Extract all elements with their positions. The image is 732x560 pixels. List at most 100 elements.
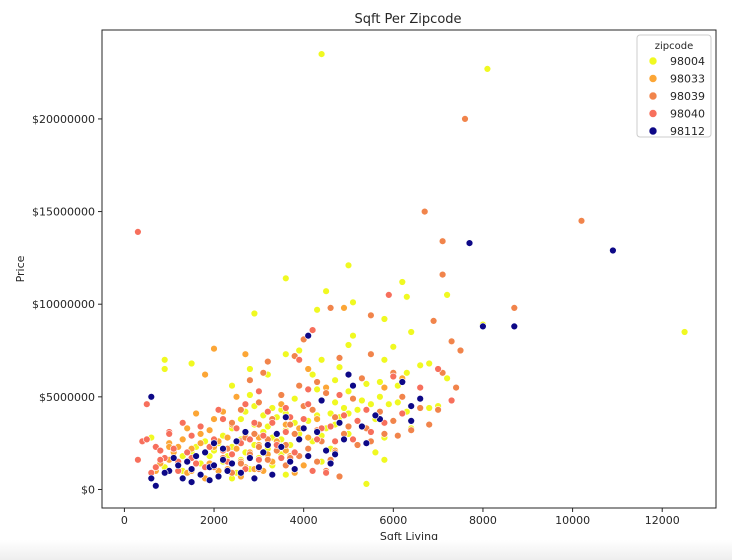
data-point-98004	[344, 341, 353, 349]
data-point-98039	[326, 304, 335, 312]
data-point-98004	[335, 363, 344, 371]
data-point-98112	[340, 435, 348, 444]
legend: zipcode 98004 98033 98039 98040 98112	[636, 34, 712, 138]
data-point-98112	[210, 439, 218, 447]
data-point-98112	[264, 441, 272, 449]
data-point-98004	[389, 343, 397, 351]
data-point-98033	[313, 415, 321, 423]
data-point-98040	[416, 383, 424, 392]
data-point-98039	[425, 420, 433, 429]
data-point-98040	[192, 459, 200, 468]
data-point-98040	[152, 463, 160, 471]
data-point-98040	[268, 419, 276, 427]
scatter-chart: Sqft Per Zipcode 0 2000 4000 6000 8000 10000 1…	[14, 12, 717, 540]
data-point-98004	[353, 406, 362, 414]
data-point-98112	[152, 482, 160, 490]
data-point-98112	[232, 437, 241, 445]
data-point-98040	[398, 409, 406, 418]
y-axis: $0 $5000000 $10000000 $15000000 $20000000	[32, 113, 102, 496]
data-point-98040	[282, 428, 290, 436]
data-point-98033	[300, 461, 308, 470]
legend-label-98039: 98039	[670, 90, 705, 103]
data-point-98040	[331, 437, 339, 445]
data-point-98040	[300, 415, 308, 423]
data-point-98112	[407, 417, 415, 425]
data-point-98040	[183, 448, 191, 457]
data-point-98112	[219, 445, 227, 453]
data-point-98004	[398, 278, 406, 286]
legend-marker-98033	[648, 74, 658, 83]
data-point-98033	[210, 345, 218, 353]
data-point-98112	[358, 422, 366, 431]
legend-label-98112: 98112	[670, 125, 705, 138]
data-point-98112	[510, 322, 518, 331]
data-point-98004	[483, 65, 492, 73]
data-point-98112	[147, 393, 156, 401]
data-point-98004	[313, 385, 321, 394]
data-point-98039	[461, 115, 469, 123]
data-point-98112	[147, 474, 156, 483]
data-point-98039	[237, 406, 245, 414]
data-point-98039	[291, 430, 299, 438]
data-point-98004	[344, 387, 353, 395]
data-point-98004	[313, 306, 321, 314]
data-point-98112	[398, 378, 406, 386]
data-point-98040	[362, 406, 371, 414]
data-point-98040	[349, 435, 357, 444]
y-tick-label: $0	[81, 483, 95, 496]
data-point-98033	[380, 383, 389, 392]
legend-marker-98039	[648, 91, 658, 101]
data-point-98039	[228, 419, 236, 427]
data-point-98112	[371, 411, 380, 420]
data-point-98040	[246, 435, 254, 444]
data-point-98004	[403, 369, 411, 377]
data-point-98040	[291, 448, 299, 457]
legend-entries: 98004 98033 98039 98040 98112	[648, 55, 705, 138]
data-point-98004	[443, 374, 451, 382]
data-point-98004	[371, 448, 380, 457]
data-point-98040	[295, 356, 303, 364]
data-point-98039	[277, 391, 285, 399]
data-point-98039	[335, 472, 344, 481]
data-point-98040	[143, 435, 151, 444]
legend-label-98004: 98004	[670, 55, 705, 68]
data-point-98033	[210, 415, 218, 423]
data-point-98040	[304, 385, 312, 394]
x-tick-label: 8000	[469, 514, 497, 527]
data-point-98004	[416, 361, 424, 369]
data-point-98033	[241, 350, 250, 358]
data-point-98039	[264, 456, 272, 464]
data-point-98004	[349, 332, 357, 340]
legend-label-98040: 98040	[670, 108, 705, 121]
data-point-98112	[183, 458, 191, 466]
data-point-98004	[443, 291, 451, 299]
data-point-98039	[259, 369, 267, 377]
data-point-98004	[161, 356, 169, 364]
x-tick-label: 0	[121, 514, 128, 527]
data-point-98039	[367, 311, 375, 319]
data-point-98039	[344, 422, 353, 431]
y-axis-label: Price	[14, 255, 27, 282]
data-point-98112	[268, 471, 276, 479]
data-point-98039	[421, 207, 429, 216]
data-point-98112	[237, 469, 245, 477]
data-point-98039	[335, 354, 344, 362]
data-point-98004	[380, 315, 389, 323]
data-point-98112	[362, 439, 371, 447]
data-point-98112	[326, 459, 335, 468]
data-point-98039	[353, 441, 362, 449]
data-point-98112	[349, 382, 357, 390]
data-point-98112	[291, 465, 299, 473]
data-point-98112	[187, 465, 196, 473]
data-point-98039	[304, 445, 312, 453]
data-point-98039	[322, 389, 330, 397]
data-point-98004	[308, 370, 317, 379]
data-point-98040	[264, 408, 272, 416]
data-point-98039	[237, 459, 245, 468]
data-point-98039	[308, 406, 317, 414]
legend-marker-98040	[648, 109, 658, 118]
data-point-98112	[331, 450, 339, 458]
data-point-98039	[380, 430, 389, 438]
data-point-98040	[385, 291, 393, 299]
data-point-98004	[344, 261, 353, 269]
